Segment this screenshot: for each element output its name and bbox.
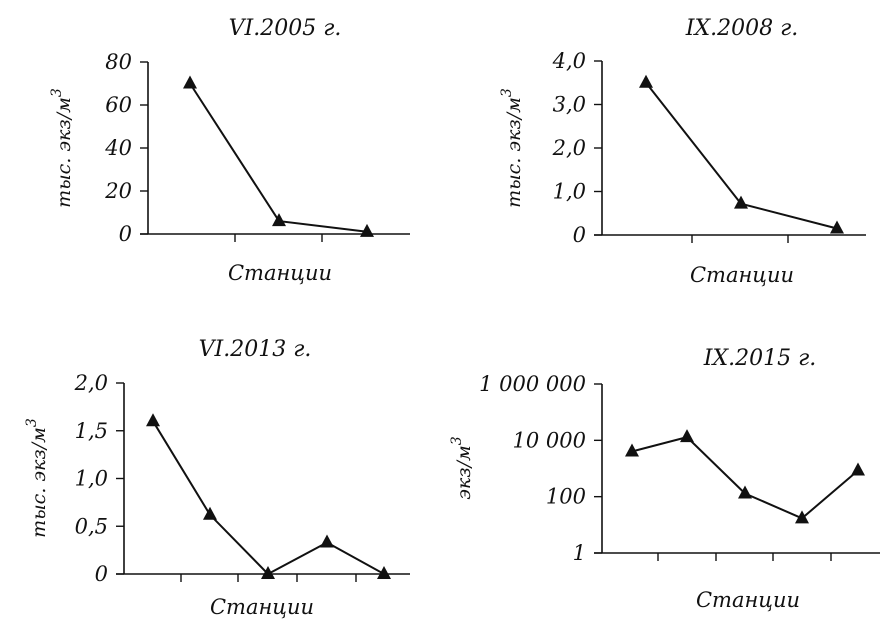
y-tick-label: 10 000 bbox=[513, 428, 586, 452]
y-tick-label: 2,0 bbox=[74, 371, 108, 395]
y-tick-label: 80 bbox=[105, 50, 132, 74]
y-tick-label: 0 bbox=[95, 562, 108, 586]
data-point-marker bbox=[851, 462, 865, 476]
y-tick-label: 1 bbox=[573, 541, 586, 565]
chart-title: IX.2008 г. bbox=[685, 16, 798, 41]
data-point-marker bbox=[830, 220, 844, 234]
y-tick-label: 2,0 bbox=[552, 136, 586, 160]
y-tick-label: 0 bbox=[119, 222, 132, 246]
x-axis-label: Станции bbox=[690, 263, 794, 287]
data-point-marker bbox=[795, 510, 809, 524]
data-point-marker bbox=[377, 566, 391, 579]
y-tick-label: 4,0 bbox=[552, 49, 586, 73]
data-point-marker bbox=[625, 443, 639, 457]
y-tick-label: 3,0 bbox=[553, 93, 586, 117]
data-point-marker bbox=[738, 485, 752, 499]
y-tick-label: 100 bbox=[546, 485, 586, 509]
chart-panel-2: 0 1,0 2,0 3,0 4,0 IX.2008 г. Станции тыс. экз/м… bbox=[499, 16, 866, 287]
data-point-marker bbox=[203, 506, 217, 520]
series-line bbox=[189, 82, 368, 233]
y-tick-label: 1,0 bbox=[75, 467, 108, 491]
y-tick-label: 1,0 bbox=[553, 180, 586, 204]
series-line bbox=[152, 420, 385, 576]
data-point-marker bbox=[320, 534, 334, 548]
y-axis-label: тыс. экз/м3 bbox=[49, 88, 75, 208]
data-point-marker bbox=[146, 413, 160, 427]
y-tick-label: 1,5 bbox=[75, 419, 108, 443]
y-tick-label: 0,5 bbox=[75, 514, 108, 538]
chart-panel-4: 1 100 10 000 1 000 000 IX.2015 г. Станции экз/… bbox=[449, 346, 880, 612]
x-axis-label: Станции bbox=[696, 588, 800, 612]
y-axis-label: тыс. экз/м3 bbox=[24, 418, 50, 538]
chart-title: VI.2013 г. bbox=[199, 337, 312, 362]
y-tick-label: 0 bbox=[573, 223, 586, 247]
data-point-marker bbox=[734, 195, 748, 209]
chart-panel-3: 0 0,5 1,0 1,5 2,0 VI.2013 г. Станции тыс. экз/м… bbox=[24, 337, 410, 619]
series-line bbox=[631, 435, 859, 520]
y-tick-label: 1 000 000 bbox=[479, 372, 586, 396]
x-axis-label: Станции bbox=[228, 261, 332, 285]
data-point-marker bbox=[261, 566, 275, 579]
chart-title: IX.2015 г. bbox=[703, 346, 816, 371]
data-point-marker bbox=[680, 429, 694, 443]
y-tick-label: 40 bbox=[104, 136, 132, 160]
data-point-marker bbox=[183, 75, 197, 89]
data-point-marker bbox=[639, 74, 653, 88]
chart-title: VI.2005 г. bbox=[229, 16, 342, 41]
data-point-marker bbox=[272, 213, 286, 227]
x-axis-label: Станции bbox=[210, 595, 314, 619]
y-tick-label: 20 bbox=[104, 179, 132, 203]
y-axis-label: экз/м3 bbox=[449, 436, 475, 500]
y-tick-label: 60 bbox=[105, 93, 132, 117]
y-axis-label: тыс. экз/м3 bbox=[499, 88, 525, 208]
chart-panel-1: 0 20 40 60 80 VI.2005 г. Станции тыс. экз/м3 bbox=[49, 16, 410, 285]
data-point-marker bbox=[360, 223, 374, 237]
